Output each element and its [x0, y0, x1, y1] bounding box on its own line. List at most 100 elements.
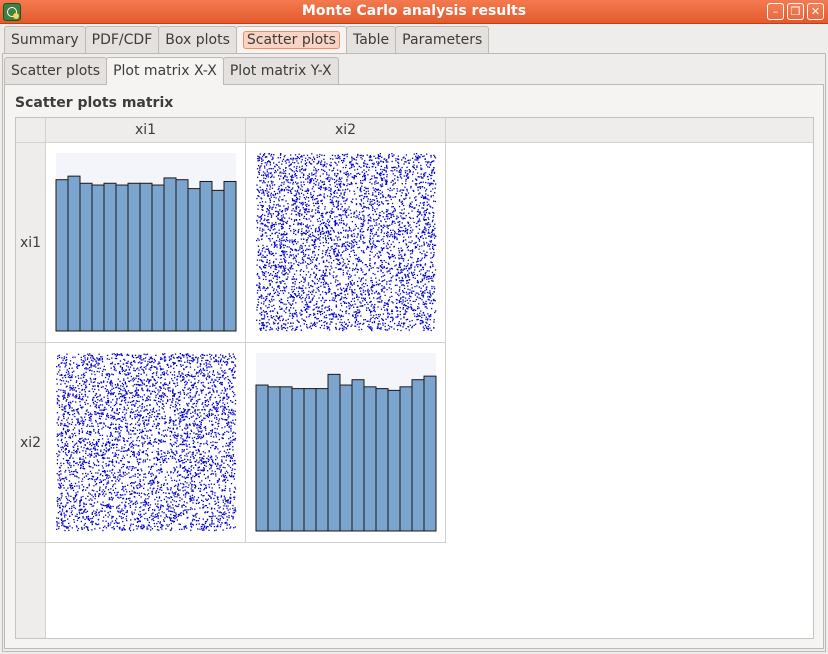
- scatter-point: [322, 232, 325, 235]
- scatter-point: [305, 296, 308, 298]
- scatter-point: [343, 328, 345, 330]
- scatter-point: [296, 287, 298, 289]
- row-header-xi1[interactable]: xi1: [16, 143, 46, 343]
- scatter-point: [315, 230, 317, 232]
- tab-plot-matrix-y-x[interactable]: Plot matrix Y-X: [222, 57, 339, 84]
- scatter-point: [325, 225, 327, 227]
- scatter-point: [404, 172, 407, 174]
- scatter-point: [279, 157, 282, 159]
- scatter-point: [357, 306, 359, 308]
- tab-plot-matrix-x-x[interactable]: Plot matrix X-X: [106, 57, 224, 85]
- scatter-point: [285, 267, 287, 269]
- scatter-point: [396, 268, 398, 270]
- scatter-point: [193, 515, 195, 517]
- scatter-point: [315, 198, 317, 200]
- scatter-point: [198, 487, 200, 490]
- scatter-point: [258, 239, 260, 241]
- scatter-point: [276, 266, 278, 268]
- scatter-point: [361, 224, 364, 226]
- scatter-point: [306, 218, 308, 221]
- scatter-point: [264, 273, 266, 275]
- column-header-xi2[interactable]: xi2: [246, 118, 446, 143]
- scatter-point: [257, 189, 259, 191]
- column-header-xi1[interactable]: xi1: [46, 118, 246, 143]
- scatter-point: [283, 205, 285, 207]
- tab-box-plots[interactable]: Box plots: [158, 26, 237, 53]
- scatter-point: [405, 178, 407, 180]
- scatter-point: [363, 286, 365, 288]
- scatter-point: [409, 159, 411, 161]
- scatter-point: [190, 507, 192, 509]
- minimize-icon[interactable]: –: [767, 3, 784, 20]
- tab-scatter-plots[interactable]: Scatter plots: [235, 26, 347, 53]
- scatter-point: [290, 304, 292, 306]
- scatter-point: [422, 231, 424, 233]
- scatter-point: [102, 409, 104, 411]
- cell-xi1-xi2[interactable]: [246, 143, 446, 343]
- row-header-xi2[interactable]: xi2: [16, 343, 46, 543]
- scatter-point: [269, 186, 271, 188]
- scatter-point: [380, 160, 382, 163]
- scatter-point: [421, 214, 423, 216]
- scatter-point: [266, 312, 268, 315]
- tab-summary[interactable]: Summary: [4, 26, 86, 53]
- maximize-icon[interactable]: ❒: [787, 3, 804, 20]
- scatter-point: [381, 285, 383, 287]
- scatter-point: [373, 162, 375, 164]
- scatter-point: [320, 320, 323, 322]
- scatter-point: [386, 247, 388, 249]
- scatter-point: [305, 316, 308, 318]
- scatter-point: [369, 241, 371, 243]
- scatter-point: [202, 367, 204, 370]
- scatter-point: [375, 290, 378, 292]
- scatter-point: [374, 303, 376, 306]
- scatter-point: [354, 274, 356, 276]
- scatter-point: [298, 193, 300, 195]
- scatter-point: [356, 168, 359, 170]
- scatter-point: [272, 310, 274, 312]
- scatter-point: [356, 296, 358, 298]
- plot-matrix-table[interactable]: xi1 xi2 xi1 xi2: [15, 117, 814, 639]
- scatter-point: [296, 319, 298, 321]
- tab-pdf-cdf[interactable]: PDF/CDF: [84, 26, 160, 53]
- scatter-point: [321, 216, 323, 218]
- scatter-point: [385, 267, 387, 270]
- scatter-point: [304, 280, 306, 282]
- scatter-point: [340, 215, 342, 217]
- scatter-point: [430, 174, 432, 177]
- scatter-point: [279, 300, 281, 302]
- scatter-point: [374, 318, 376, 320]
- cell-xi1-xi1[interactable]: [46, 143, 246, 343]
- scatter-point: [355, 225, 357, 227]
- scatter-point: [301, 230, 303, 232]
- scatter-point: [326, 250, 328, 252]
- scatter-point: [297, 241, 299, 243]
- tab-parameters[interactable]: Parameters: [395, 26, 490, 53]
- scatter-point: [262, 324, 264, 326]
- scatter-point: [374, 254, 377, 256]
- scatter-point: [400, 268, 402, 271]
- cell-xi2-xi1[interactable]: [46, 343, 246, 543]
- scatter-point: [408, 297, 410, 300]
- scatter-point: [319, 278, 321, 280]
- scatter-point: [273, 225, 275, 227]
- scatter-point: [375, 188, 378, 191]
- close-icon[interactable]: ✕: [807, 3, 824, 20]
- scatter-point: [342, 269, 344, 271]
- scatter-point: [337, 155, 339, 157]
- scatter-point: [196, 452, 198, 454]
- tab-table[interactable]: Table: [345, 26, 397, 53]
- scatter-point: [429, 315, 431, 317]
- scatter-point: [301, 257, 304, 259]
- scatter-point: [410, 306, 413, 308]
- scatter-point: [340, 268, 342, 270]
- scatter-point: [294, 329, 296, 331]
- scatter-point: [340, 324, 342, 326]
- scatter-point: [419, 192, 421, 194]
- scatter-point: [340, 203, 342, 205]
- scatter-point: [402, 301, 404, 303]
- scatter-point: [396, 188, 398, 190]
- scatter-point: [404, 313, 407, 315]
- scatter-point: [287, 206, 289, 208]
- tab-scatter-plots-sub[interactable]: Scatter plots: [4, 57, 108, 84]
